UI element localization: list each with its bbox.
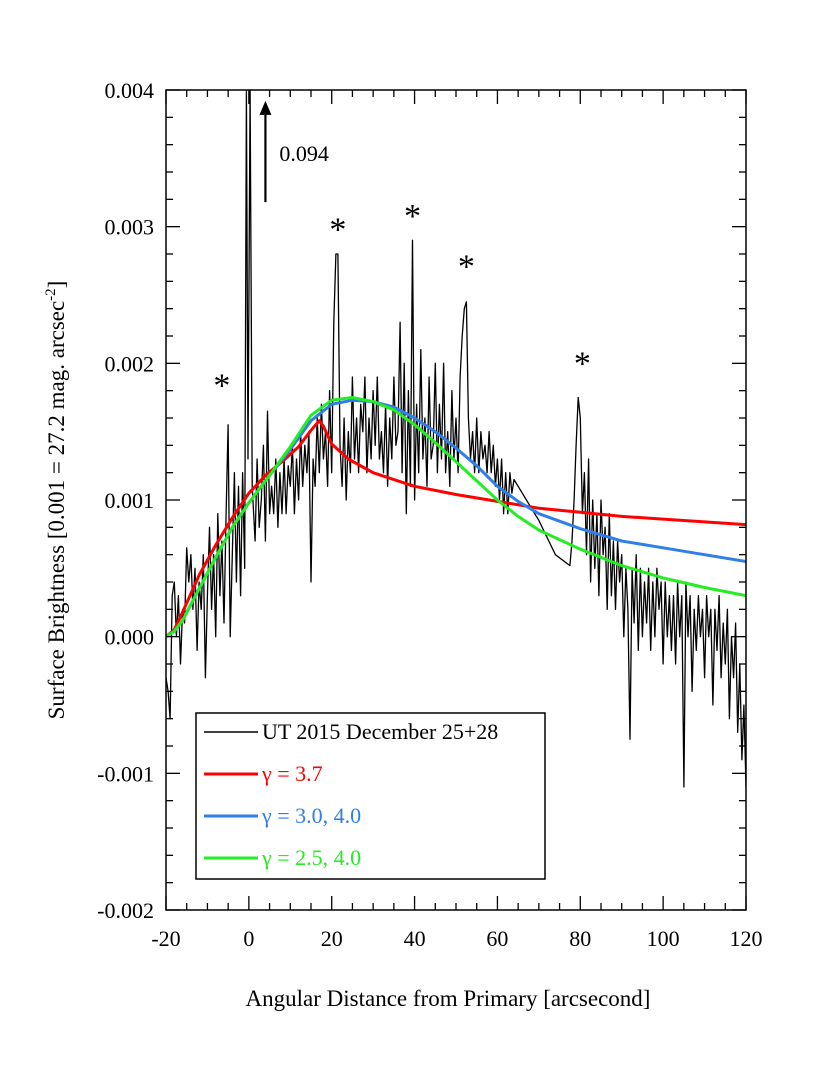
star-marker: * bbox=[574, 346, 591, 383]
star-marker: * bbox=[213, 367, 230, 404]
y-axis-label-main: Surface Brightness [0.001 = 27.2 mag. ar… bbox=[44, 301, 69, 720]
star-marker: * bbox=[329, 212, 346, 249]
x-tick-label: 20 bbox=[321, 926, 343, 951]
legend-label-2: γ = 3.0, 4.0 bbox=[261, 803, 361, 828]
legend-label-3: γ = 2.5, 4.0 bbox=[261, 845, 361, 870]
x-tick-label: 0 bbox=[243, 926, 254, 951]
y-tick-label: 0.001 bbox=[105, 488, 155, 513]
x-tick-label: 100 bbox=[647, 926, 680, 951]
series-layer bbox=[166, 90, 746, 788]
x-tick-label: 120 bbox=[730, 926, 763, 951]
legend-box bbox=[195, 712, 546, 880]
legend: UT 2015 December 25+28 γ = 3.7 γ = 3.0, 4.… bbox=[195, 712, 546, 880]
y-tick-label: -0.002 bbox=[97, 898, 154, 923]
y-axis-label-end: ] bbox=[44, 281, 69, 289]
star-marker: * bbox=[458, 249, 475, 286]
arrow-label: 0.094 bbox=[279, 141, 329, 166]
series-line-1 bbox=[166, 419, 746, 638]
star-marker: * bbox=[404, 198, 421, 235]
x-tick-label: 80 bbox=[569, 926, 591, 951]
y-tick-label: 0.004 bbox=[105, 78, 155, 103]
arrow-head bbox=[259, 100, 272, 115]
y-axis-label-superscript: -2 bbox=[43, 288, 59, 301]
y-tick-label: 0.003 bbox=[105, 215, 155, 240]
y-tick-label: 0.002 bbox=[105, 351, 155, 376]
axes-layer: -20 0 20 40 60 80 100 120 -0.002 -0.001 0.000 0.001… bbox=[97, 78, 762, 951]
series-line-0 bbox=[166, 90, 746, 788]
y-axis-label: Surface Brightness [0.001 = 27.2 mag. ar… bbox=[43, 281, 69, 720]
annotation-layer: 0.094 * * * * * bbox=[213, 100, 591, 404]
x-tick-label: 60 bbox=[486, 926, 508, 951]
y-tick-label: 0.000 bbox=[105, 625, 155, 650]
x-tick-label: 40 bbox=[404, 926, 426, 951]
x-tick-label: -20 bbox=[151, 926, 180, 951]
series-line-3 bbox=[166, 396, 746, 638]
x-axis-label: Angular Distance from Primary [arcsecond… bbox=[246, 986, 651, 1011]
legend-label-1: γ = 3.7 bbox=[261, 761, 323, 786]
legend-label-0: UT 2015 December 25+28 bbox=[262, 719, 498, 744]
y-tick-label: -0.001 bbox=[97, 761, 154, 786]
